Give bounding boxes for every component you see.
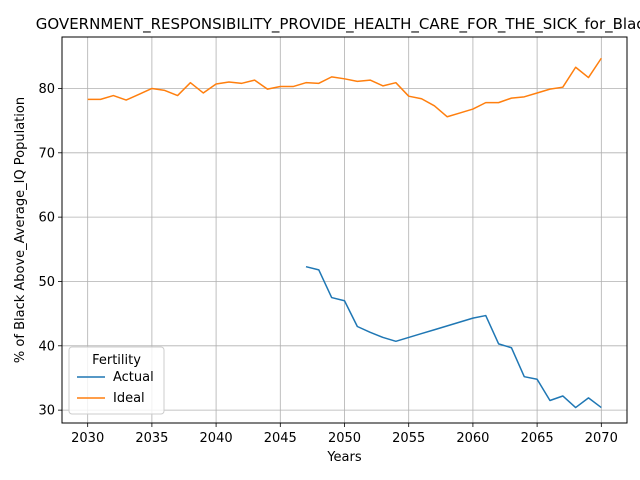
x-tick-label: 2070: [585, 431, 618, 446]
series-line-ideal: [87, 57, 602, 118]
series-lines: [87, 57, 602, 409]
legend-title: Fertility: [92, 353, 141, 368]
x-tick-label: 2065: [521, 431, 554, 446]
legend-entries: Actual Ideal: [77, 370, 154, 406]
chart-title: GOVERNMENT_RESPONSIBILITY_PROVIDE_HEALTH…: [36, 15, 640, 34]
legend-label-ideal: Ideal: [113, 391, 145, 406]
y-tick-label: 70: [38, 146, 55, 161]
y-tick-label: 60: [38, 211, 55, 226]
x-tick-label: 2030: [71, 431, 104, 446]
x-tick-label: 2035: [135, 431, 168, 446]
y-tick-label: 50: [38, 275, 55, 290]
x-axis-title: Years: [326, 450, 362, 465]
y-axis-title: % of Black Above_Average_IQ Population: [13, 97, 28, 363]
grid: [62, 37, 627, 423]
y-tick-label: 80: [38, 82, 55, 97]
y-tick-label: 30: [38, 404, 55, 419]
x-tick-label: 2040: [200, 431, 233, 446]
legend: Fertility Actual Ideal: [68, 346, 165, 415]
legend-label-actual: Actual: [113, 370, 154, 385]
x-tick-label: 2045: [264, 431, 297, 446]
x-tick-label: 2060: [456, 431, 489, 446]
y-tick-label: 40: [38, 339, 55, 354]
axis-ticks: 2030 2035 2040 2045 2050 2055 2060 2065 2070 30 40…: [38, 82, 617, 446]
x-tick-label: 2050: [328, 431, 361, 446]
series-line-actual: [305, 265, 602, 409]
x-tick-label: 2055: [392, 431, 425, 446]
